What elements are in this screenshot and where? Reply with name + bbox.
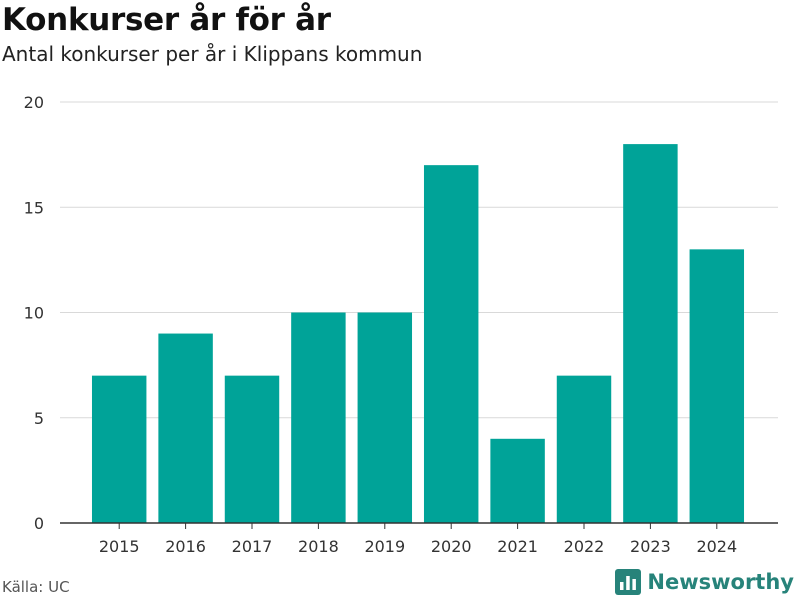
y-tick-label-10: 10 [24,304,44,323]
bar-2018 [291,312,346,523]
x-axis-ticks: 2015 2016 2017 2018 2019 2020 2021 2022 2023 2024 [99,523,737,556]
bar-2024 [689,249,745,523]
x-tick-label-2021: 2021 [497,537,538,556]
bar-chart-logo-icon [615,569,642,595]
bar-2015 [91,375,147,523]
x-tick-label-2017: 2017 [232,537,273,556]
y-axis-ticks: 0 5 10 15 20 [24,93,44,533]
bar-2020 [423,165,479,523]
source-note: Källa: UC [2,578,70,596]
y-tick-label-0: 0 [34,514,44,533]
y-tick-label-5: 5 [34,409,44,428]
brand-logo[interactable]: Newsworthy [615,567,794,597]
y-tick-label-15: 15 [24,198,44,217]
x-tick-label-2024: 2024 [696,537,737,556]
x-tick-label-2019: 2019 [364,537,405,556]
bar-2023 [623,144,678,523]
chart-title: Konkurser år för år [2,2,331,38]
bar-2017 [224,375,280,523]
chart-subtitle: Antal konkurser per år i Klippans kommun [2,42,423,66]
bar-2022 [556,375,612,523]
bar-2019 [357,312,413,523]
bar-2016 [158,333,213,523]
x-tick-label-2015: 2015 [99,537,140,556]
x-tick-label-2018: 2018 [298,537,339,556]
brand-name: Newsworthy [647,570,794,594]
x-tick-label-2016: 2016 [165,537,206,556]
bar-2021 [490,438,545,523]
x-tick-label-2023: 2023 [630,537,671,556]
bars [91,144,745,523]
y-tick-label-20: 20 [24,93,44,112]
x-tick-label-2020: 2020 [431,537,472,556]
x-tick-label-2022: 2022 [564,537,605,556]
